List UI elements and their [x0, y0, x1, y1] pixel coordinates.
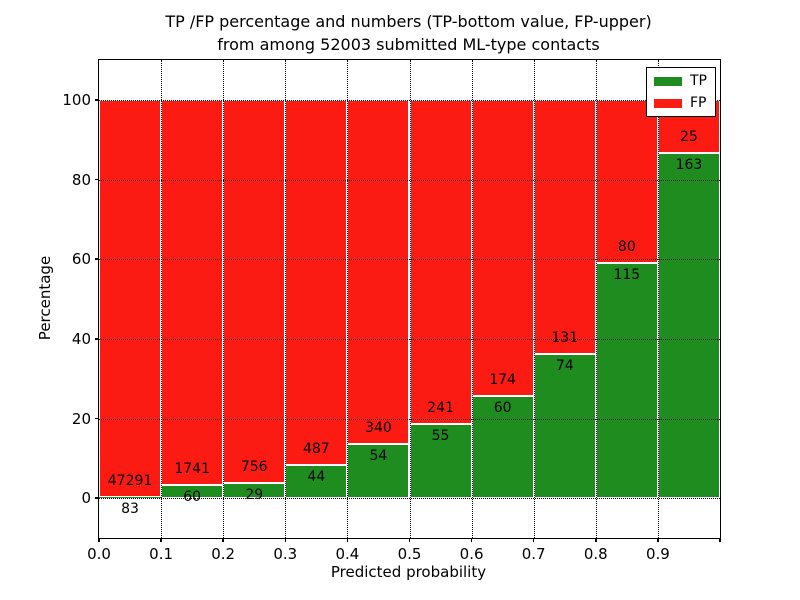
x-tick-label: 0.1	[149, 545, 174, 563]
legend-row: TP	[654, 74, 707, 88]
chart-title-line2: from among 52003 submitted ML-type conta…	[217, 35, 600, 54]
y-tick-mark	[95, 497, 99, 499]
tp-bar-segment	[223, 483, 286, 499]
x-tick-mark	[595, 538, 597, 542]
legend-label: TP	[690, 73, 707, 89]
y-tick-label: 0	[81, 489, 91, 508]
x-tick-mark	[284, 538, 287, 542]
x-tick-label: 0.8	[583, 545, 608, 563]
x-gridline	[471, 60, 473, 538]
fp-bar-segment	[471, 99, 534, 397]
tp-bar-segment	[161, 484, 224, 499]
tp-bar-segment	[533, 354, 596, 499]
y-axis-label: Percentage	[36, 255, 54, 341]
y-tick-mark	[95, 338, 99, 340]
tp-bar-segment	[285, 465, 348, 499]
tp-bar-segment	[657, 152, 720, 499]
x-tick-label: 0.3	[273, 545, 298, 563]
fp-bar-segment	[409, 99, 472, 425]
x-gridline	[409, 60, 411, 538]
x-tick-mark	[346, 538, 349, 542]
legend: TP FP	[646, 67, 716, 117]
x-tick-mark	[408, 538, 411, 542]
x-tick-mark	[160, 538, 162, 542]
x-gridline	[161, 60, 163, 538]
x-tick-mark	[657, 538, 659, 542]
x-gridline	[657, 60, 659, 538]
x-tick-label: 0.2	[211, 545, 236, 563]
x-tick-mark	[532, 538, 535, 542]
x-tick-mark	[719, 538, 721, 542]
x-tick-label: 0.5	[397, 545, 422, 563]
fp-bar-segment	[99, 99, 162, 498]
x-tick-mark	[470, 538, 473, 542]
fp-bar-segment	[223, 99, 286, 484]
y-tick-mark	[95, 178, 99, 181]
y-tick-label: 60	[71, 250, 91, 269]
y-tick-label: 20	[71, 409, 91, 428]
x-gridline	[285, 60, 287, 538]
x-tick-label: 0.4	[335, 545, 360, 563]
fp-legend-swatch-icon	[654, 98, 682, 108]
tp-count-label: 83	[121, 501, 139, 518]
plot-area: TP FP 0 20 40 60 80 100 0.0 0.1 0.2 0.3 0.4 0.5 0.6 0.…	[62, 59, 721, 563]
fp-bar-segment	[161, 99, 224, 485]
x-gridline	[347, 60, 349, 538]
fp-bar-segment	[533, 99, 596, 355]
chart-title-line1: TP /FP percentage and numbers (TP-bottom…	[165, 12, 652, 31]
x-tick-label: 0.7	[521, 545, 546, 563]
legend-label: FP	[690, 95, 707, 111]
x-tick-label: 0.9	[645, 545, 670, 563]
tp-bar-segment	[99, 497, 162, 499]
x-tick-label: 0.6	[459, 545, 484, 563]
y-tick-label: 100	[62, 90, 91, 109]
chart-title: TP /FP percentage and numbers (TP-bottom…	[98, 10, 719, 56]
legend-row: FP	[654, 96, 707, 110]
tp-bar-segment	[409, 424, 472, 499]
x-axis-label: Predicted probability	[330, 563, 487, 581]
tp-bar-segment	[471, 396, 534, 499]
fp-bar-segment	[595, 99, 658, 264]
x-tick-mark	[98, 538, 100, 542]
x-gridline	[595, 60, 597, 538]
tp-bar-segment	[595, 263, 658, 499]
x-tick-mark	[222, 538, 224, 542]
y-tick-mark	[95, 99, 99, 101]
y-tick-label: 80	[71, 170, 91, 189]
y-tick-label: 40	[71, 329, 91, 348]
fp-bar-segment	[347, 99, 410, 444]
y-tick-mark	[95, 258, 99, 260]
x-gridline	[533, 60, 535, 538]
x-gridline	[223, 60, 225, 538]
x-tick-label: 0.0	[87, 545, 111, 563]
y-tick-mark	[95, 417, 99, 420]
fp-bar-segment	[285, 99, 348, 466]
tp-bar-segment	[347, 443, 410, 499]
tp-legend-swatch-icon	[654, 76, 682, 86]
